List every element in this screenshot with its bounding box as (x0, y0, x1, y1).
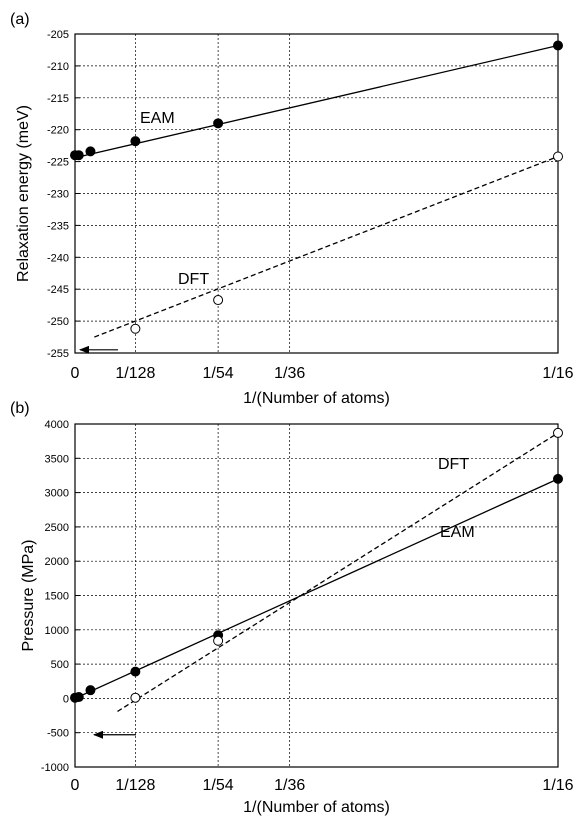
y-tick-label: -1000 (41, 762, 69, 774)
y-tick-label: -240 (47, 252, 69, 264)
y-tick-label: 3000 (45, 488, 69, 500)
data-point-eam (85, 685, 96, 696)
x-tick-label: 1/128 (115, 365, 155, 382)
x-tick-label: 1/36 (274, 365, 305, 382)
y-tick-label: 0 (63, 693, 69, 705)
x-axis-label: 1/(Number of atoms) (243, 799, 390, 816)
x-tick-label: 0 (71, 777, 80, 794)
y-tick-label: -220 (47, 125, 69, 137)
data-point-dft (553, 151, 563, 162)
y-tick-label: 2500 (45, 522, 69, 534)
y-tick-label: 3500 (45, 453, 69, 465)
series-line-dft (117, 432, 559, 712)
y-tick-label: 4000 (45, 419, 69, 431)
data-point-eam (85, 146, 96, 157)
y-tick-label: 1500 (45, 591, 69, 603)
data-point-eam (130, 136, 141, 147)
x-tick-label: 1/16 (542, 365, 573, 382)
data-point-dft (130, 692, 141, 703)
y-tick-label: -500 (47, 728, 69, 740)
chart-panel-a: -205 -210 -215 -220 -225 -230 -235 -240 -245 -250… (10, 11, 574, 407)
y-tick-label: -230 (47, 189, 69, 201)
data-point-eam (73, 150, 84, 161)
x-tick-label: 0 (71, 365, 80, 382)
panel-label: (a) (10, 11, 30, 28)
x-tick-label: 1/16 (542, 777, 573, 794)
y-tick-label: 1000 (45, 625, 69, 637)
y-tick-label: 2000 (45, 556, 69, 568)
data-point-dft (213, 295, 224, 306)
x-tick-label: 1/54 (203, 365, 234, 382)
x-tick-label: 1/128 (115, 777, 155, 794)
y-tick-label: -235 (47, 220, 69, 232)
series-label-eam: EAM (140, 110, 175, 127)
series-label-dft: DFT (178, 271, 209, 288)
data-point-eam (213, 118, 224, 129)
series-label-dft: DFT (438, 456, 469, 473)
data-point-eam (73, 692, 84, 703)
x-axis-label: 1/(Number of atoms) (243, 390, 390, 407)
data-point-eam (553, 473, 563, 484)
data-point-eam (130, 666, 141, 677)
x-tick-label: 1/36 (274, 777, 305, 794)
y-tick-label: -250 (47, 316, 69, 328)
data-point-dft (213, 635, 224, 646)
y-tick-label: 500 (51, 659, 69, 671)
series-line-eam (74, 44, 559, 159)
series-line-eam (74, 478, 559, 699)
y-tick-label: -205 (47, 29, 69, 41)
y-axis-label: Relaxation energy (meV) (15, 105, 32, 282)
data-point-eam (553, 40, 563, 51)
y-tick-label: -225 (47, 157, 69, 169)
y-tick-label: -210 (47, 61, 69, 73)
x-tick-label: 1/54 (203, 777, 234, 794)
y-tick-label: -215 (47, 93, 69, 105)
data-point-dft (553, 427, 563, 438)
y-axis-label: Pressure (MPa) (20, 539, 37, 651)
chart-panel-b: 4000 3500 3000 2500 2000 1500 1000 500 0 -500 -100… (10, 400, 574, 816)
panel-label: (b) (10, 400, 30, 417)
y-tick-label: -245 (47, 284, 69, 296)
data-point-dft (130, 323, 141, 334)
series-label-eam: EAM (440, 524, 475, 541)
series-line-dft (94, 155, 559, 338)
y-tick-label: -255 (47, 348, 69, 360)
